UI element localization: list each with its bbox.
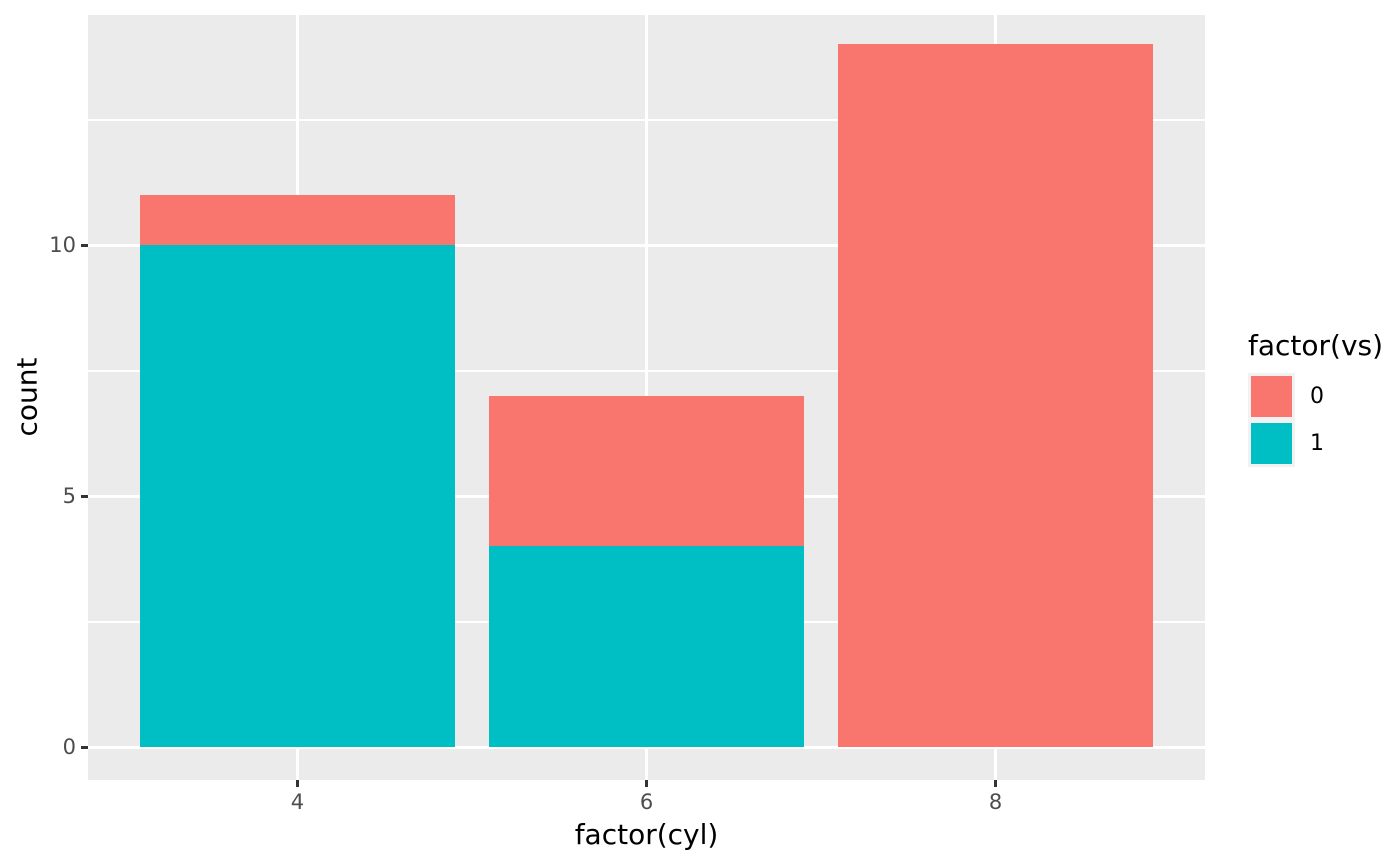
y-tick-label-0: 0 [62, 735, 76, 759]
legend-item-0: 0 [1248, 373, 1398, 420]
y-tick-label-10: 10 [49, 233, 76, 257]
bar-segment-cyl4-vs1 [140, 245, 455, 747]
y-axis-title: count [10, 357, 44, 437]
y-tick-mark-10 [81, 243, 88, 247]
legend-title: factor(vs) [1248, 329, 1384, 362]
legend-swatch-0 [1251, 376, 1292, 417]
legend-key-0 [1248, 373, 1295, 420]
x-tick-label-6: 6 [639, 790, 654, 814]
bar-segment-cyl8-vs0 [838, 44, 1153, 747]
legend-label-0: 0 [1310, 384, 1324, 409]
legend-key-1 [1248, 420, 1295, 467]
x-tick-mark-8 [994, 780, 998, 787]
x-tick-label-4: 4 [290, 790, 305, 814]
x-axis-title: factor(cyl) [574, 818, 719, 851]
bar-segment-cyl6-vs0 [489, 395, 804, 547]
legend-swatch-1 [1251, 423, 1292, 464]
y-tick-mark-5 [81, 494, 88, 498]
bar-segment-cyl4-vs0 [140, 194, 455, 245]
legend-label-1: 1 [1310, 431, 1324, 456]
y-tick-mark-0 [81, 745, 88, 749]
plot-panel [88, 15, 1205, 780]
legend-item-1: 1 [1248, 420, 1398, 467]
bar-segment-cyl6-vs1 [489, 546, 804, 747]
y-tick-label-5: 5 [62, 484, 76, 508]
x-tick-mark-6 [645, 780, 648, 787]
x-tick-mark-4 [295, 780, 299, 787]
x-tick-label-8: 8 [988, 790, 1003, 814]
